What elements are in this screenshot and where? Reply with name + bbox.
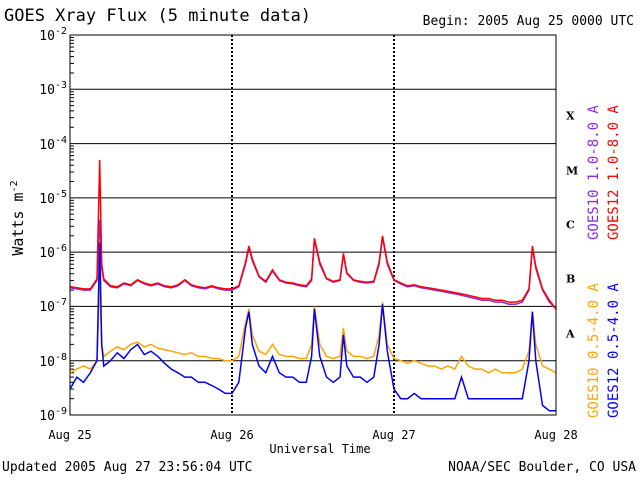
- flare-class-label: X: [566, 109, 575, 123]
- series-line: [69, 159, 557, 310]
- begin-time: Begin: 2005 Aug 25 0000 UTC: [422, 14, 634, 29]
- legend-label: GOES12 1.0-8.0 A: [606, 105, 622, 240]
- legend-label: GOES12 0.5-4.0 A: [606, 283, 622, 418]
- credit-text: NOAA/SEC Boulder, CO USA: [448, 460, 636, 475]
- x-axis-label: Universal Time: [269, 442, 371, 456]
- x-tick-label: Aug 25: [48, 428, 92, 442]
- legend-label: GOES10 0.5-4.0 A: [586, 283, 602, 418]
- series-line: [69, 242, 556, 412]
- x-tick-label: Aug 28: [534, 428, 578, 442]
- y-tick-label: 10-2: [39, 26, 67, 44]
- y-axis-label: Watts m-2: [9, 180, 27, 256]
- y-tick-label: 10-3: [39, 80, 67, 99]
- y-tick-label: 10-6: [39, 243, 67, 262]
- plot-frame: [69, 34, 557, 416]
- flare-class-label: B: [566, 272, 576, 286]
- flare-class-label: A: [566, 327, 575, 341]
- flare-class-label: C: [566, 218, 575, 232]
- updated-timestamp: Updated 2005 Aug 27 23:56:04 UTC: [2, 460, 253, 475]
- y-tick-label: 10-5: [39, 188, 67, 207]
- y-tick-label: 10-9: [39, 406, 67, 424]
- y-tick-label: 10-4: [39, 134, 67, 153]
- x-tick-label: Aug 26: [210, 428, 254, 442]
- legend-label: GOES10 1.0-8.0 A: [586, 105, 602, 240]
- y-tick-label: 10-7: [39, 297, 67, 316]
- x-tick-label: Aug 27: [372, 428, 416, 442]
- y-tick-label: 10-8: [39, 351, 67, 370]
- chart-title: GOES Xray Flux (5 minute data): [4, 6, 312, 26]
- flare-class-label: M: [566, 164, 579, 178]
